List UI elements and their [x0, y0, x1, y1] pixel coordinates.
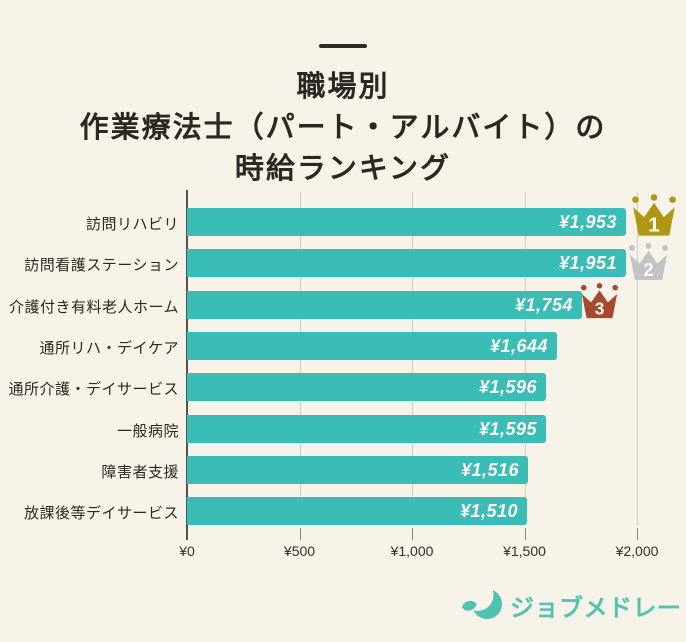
- gridline: [637, 192, 638, 525]
- rank-crown-icon: 1: [632, 194, 676, 236]
- x-tick-label: ¥0: [179, 543, 195, 559]
- page-title: 職場別 作業療法士（パート・アルバイト）の 時給ランキング: [0, 67, 686, 190]
- category-label: 放課後等デイサービス: [23, 505, 179, 522]
- crown-body: [581, 290, 618, 319]
- bar-value-label: ¥1,595: [478, 418, 537, 439]
- crown-dot: [632, 196, 639, 203]
- crown-dot: [596, 283, 603, 289]
- brand-logo: ジョブメドレー: [460, 584, 682, 626]
- axis-tick: [300, 528, 301, 540]
- crown-dot: [581, 284, 587, 291]
- jobmedley-logo-icon: [461, 584, 502, 619]
- bar-value-label: ¥1,596: [478, 376, 537, 397]
- value-bar: ¥1,754: [187, 291, 582, 319]
- x-tick-label: ¥2,000: [615, 543, 659, 559]
- crown-body: [629, 250, 668, 281]
- crown-dot: [612, 284, 618, 291]
- category-label: 訪問リハビリ: [85, 216, 179, 233]
- crown-dot: [669, 196, 676, 203]
- category-label: 障害者支援: [101, 464, 179, 481]
- crown-dot: [629, 244, 635, 251]
- value-bar: ¥1,510: [187, 497, 527, 525]
- value-bar: ¥1,595: [187, 415, 546, 443]
- page-title-line-3: 時給ランキング: [234, 153, 452, 185]
- axis-tick: [412, 528, 413, 540]
- bar-value-label: ¥1,754: [514, 294, 573, 315]
- bar-value-label: ¥1,644: [489, 335, 548, 356]
- crown-rank-number: 3: [595, 298, 605, 318]
- crown-dot: [662, 244, 668, 251]
- x-tick-label: ¥1,000: [390, 543, 434, 559]
- value-bar: ¥1,953: [187, 208, 626, 236]
- bar-value-label: ¥1,516: [460, 459, 519, 480]
- category-label: 訪問看護ステーション: [24, 257, 179, 274]
- crown-body: [633, 202, 675, 236]
- value-bar: ¥1,644: [187, 332, 557, 360]
- bar-value-label: ¥1,510: [459, 500, 518, 521]
- page-title-line-2: 作業療法士（パート・アルバイト）の: [79, 112, 607, 144]
- value-bar: ¥1,951: [187, 249, 626, 277]
- value-bar: ¥1,516: [187, 456, 528, 484]
- x-tick-label: ¥1,500: [503, 543, 546, 559]
- category-label: 通所リハ・デイケア: [39, 340, 179, 357]
- crown-rank-number: 1: [648, 213, 660, 236]
- rank-crown-icon: 3: [581, 283, 618, 319]
- title-divider-dash: [319, 44, 367, 48]
- x-tick-label: ¥500: [283, 543, 316, 559]
- crown-dot: [650, 194, 658, 201]
- brand-name: ジョブメドレー: [510, 594, 682, 622]
- category-label: 通所介護・デイサービス: [8, 381, 179, 398]
- y-axis-line: [186, 190, 188, 540]
- rank-crown-icon: 2: [629, 243, 668, 281]
- axis-tick: [525, 528, 526, 540]
- axis-tick: [637, 528, 638, 540]
- page-title-line-1: 職場別: [296, 71, 390, 103]
- bar-value-label: ¥1,953: [558, 211, 617, 232]
- category-label: 介護付き有料老人ホーム: [8, 299, 179, 316]
- crown-dot: [645, 243, 652, 249]
- bar-value-label: ¥1,951: [558, 252, 617, 273]
- category-label: 一般病院: [116, 423, 179, 440]
- crown-rank-number: 2: [643, 259, 653, 280]
- value-bar: ¥1,596: [187, 373, 546, 401]
